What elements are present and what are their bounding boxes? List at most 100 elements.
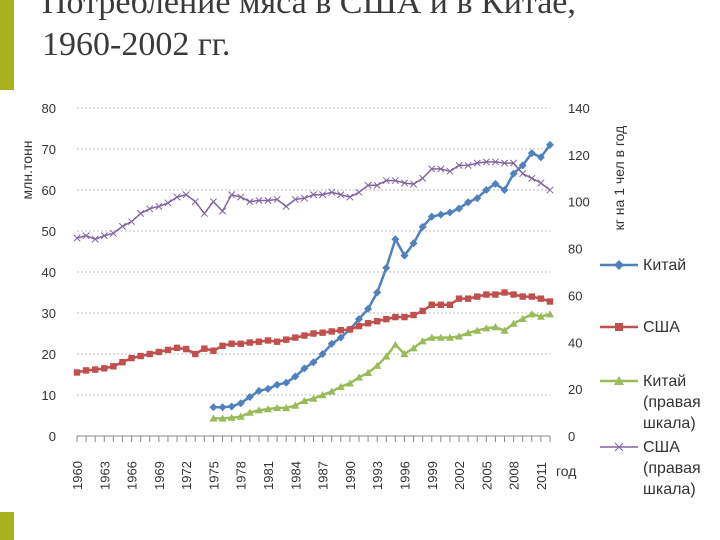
data-point bbox=[254, 386, 263, 395]
series-2 bbox=[73, 289, 554, 376]
data-point bbox=[236, 399, 245, 408]
data-point bbox=[210, 347, 217, 354]
data-point bbox=[400, 350, 409, 358]
data-point bbox=[455, 332, 464, 340]
data-point bbox=[255, 196, 263, 205]
data-point bbox=[146, 205, 154, 213]
x-marker-stroke bbox=[282, 202, 290, 210]
data-point bbox=[164, 199, 172, 207]
legend-swatch-marker bbox=[614, 442, 624, 452]
y-right-tick-label: 60 bbox=[568, 288, 582, 303]
x-tick-label: 1996 bbox=[397, 461, 412, 490]
data-point bbox=[519, 293, 526, 300]
data-point bbox=[137, 209, 145, 217]
data-point bbox=[282, 202, 290, 210]
data-point bbox=[383, 315, 390, 323]
series-4 bbox=[73, 158, 554, 243]
data-point bbox=[546, 140, 554, 149]
data-point bbox=[264, 196, 272, 205]
x-tick-label: 1981 bbox=[261, 461, 276, 490]
x-marker-stroke bbox=[255, 196, 263, 205]
data-point bbox=[118, 222, 127, 230]
data-point bbox=[445, 333, 454, 341]
data-point bbox=[245, 393, 254, 402]
data-point bbox=[155, 348, 163, 356]
legend: Китай США Китай (правая шкала) США (правая шкал… bbox=[600, 257, 701, 498]
data-point bbox=[464, 161, 472, 169]
x-tick-label: 1969 bbox=[152, 461, 167, 490]
data-point bbox=[473, 159, 481, 167]
data-point bbox=[346, 326, 354, 333]
legend-label: США bbox=[643, 319, 680, 336]
x-marker-stroke bbox=[614, 442, 624, 452]
data-point bbox=[536, 153, 545, 162]
data-point bbox=[282, 403, 291, 412]
data-point bbox=[519, 170, 527, 178]
data-point bbox=[282, 378, 291, 387]
y-left-tick-label: 40 bbox=[42, 265, 56, 280]
y-right-tick-label: 140 bbox=[568, 101, 590, 116]
data-point bbox=[364, 181, 372, 189]
x-marker-stroke bbox=[82, 232, 90, 240]
data-point bbox=[464, 295, 472, 302]
data-point bbox=[201, 345, 208, 352]
data-point bbox=[82, 367, 90, 374]
data-point bbox=[182, 191, 190, 199]
data-point bbox=[373, 361, 382, 369]
y-right-axis-label: кг на 1 чел в год bbox=[611, 126, 627, 231]
data-point bbox=[309, 358, 318, 367]
x-marker-stroke bbox=[455, 161, 463, 169]
data-point bbox=[391, 235, 400, 244]
x-marker-stroke bbox=[218, 207, 227, 215]
x-marker-stroke bbox=[164, 199, 172, 207]
x-marker-stroke bbox=[246, 198, 254, 206]
data-point bbox=[546, 186, 554, 194]
axes: 0 10 20 30 40 50 60 70 80 0 20 40 60 80 100 120 140 1960 1… bbox=[19, 101, 627, 490]
data-point bbox=[327, 339, 336, 348]
series-line bbox=[213, 312, 551, 420]
x-marker-stroke bbox=[391, 177, 399, 185]
data-point bbox=[91, 235, 99, 243]
x-tick-label: 1975 bbox=[206, 461, 221, 490]
legend-item: Китай (правая шкала) bbox=[600, 373, 701, 432]
x-marker-stroke bbox=[191, 198, 199, 206]
data-point bbox=[237, 340, 244, 347]
data-point bbox=[218, 414, 227, 422]
data-point bbox=[427, 333, 436, 341]
x-marker-stroke bbox=[364, 181, 372, 189]
data-point bbox=[319, 191, 327, 199]
x-tick-label: 1960 bbox=[70, 461, 85, 490]
data-point bbox=[119, 359, 126, 366]
data-point bbox=[410, 180, 418, 188]
legend-label: Китай bbox=[643, 373, 686, 390]
x-marker-stroke bbox=[300, 194, 308, 202]
x-marker-stroke bbox=[500, 159, 509, 167]
data-point bbox=[482, 186, 491, 194]
x-marker-stroke bbox=[182, 191, 190, 199]
data-point bbox=[501, 289, 508, 296]
data-point bbox=[391, 177, 399, 185]
accent-bar-bottom bbox=[0, 512, 14, 540]
x-tick-label: 1993 bbox=[370, 461, 385, 490]
data-point bbox=[373, 288, 382, 297]
y-right-tick-label: 0 bbox=[568, 429, 575, 444]
data-point bbox=[164, 346, 172, 354]
data-point bbox=[391, 340, 400, 348]
data-point bbox=[410, 311, 417, 319]
data-point bbox=[500, 326, 509, 334]
y-left-tick-label: 50 bbox=[42, 224, 56, 239]
data-point bbox=[218, 207, 227, 215]
data-point bbox=[73, 369, 81, 376]
data-point bbox=[446, 301, 454, 308]
x-marker-stroke bbox=[473, 159, 481, 167]
series-3 bbox=[209, 310, 554, 422]
data-point bbox=[109, 229, 117, 237]
data-point bbox=[246, 339, 254, 346]
data-point bbox=[319, 329, 326, 336]
x-tick-label: 2005 bbox=[479, 461, 494, 490]
y-left-tick-label: 10 bbox=[42, 388, 56, 403]
y-left-tick-label: 0 bbox=[49, 429, 56, 444]
data-point bbox=[336, 333, 345, 342]
x-marker-stroke bbox=[209, 198, 217, 206]
data-point bbox=[264, 405, 273, 413]
